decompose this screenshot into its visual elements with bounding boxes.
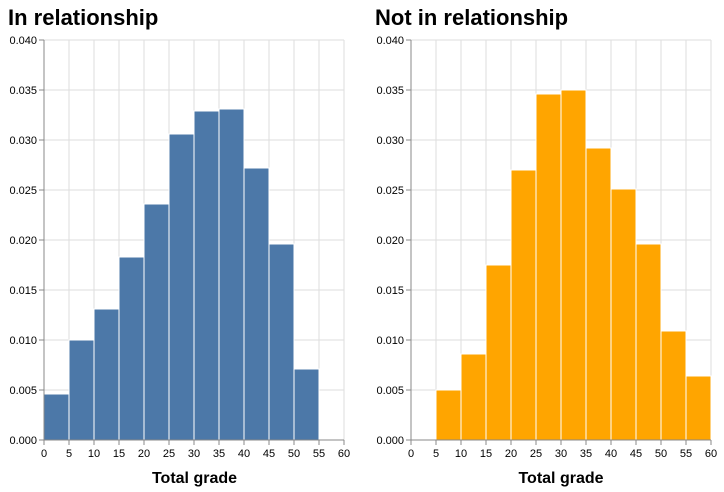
y-tick-label: 0.015	[9, 285, 37, 297]
x-tick-label: 45	[630, 448, 642, 460]
y-tick-label: 0.015	[376, 285, 404, 297]
histogram-bar	[660, 330, 687, 441]
histogram-bar	[435, 389, 462, 441]
y-tick-label: 0.035	[376, 85, 404, 97]
panel-title: In relationship	[8, 5, 158, 30]
x-tick-label: 25	[530, 448, 542, 460]
y-tick-label: 0.010	[376, 335, 404, 347]
histogram-bar	[68, 339, 95, 441]
histogram-bar	[510, 169, 537, 441]
x-tick-label: 0	[408, 448, 414, 460]
x-tick-label: 35	[580, 448, 592, 460]
x-tick-label: 40	[605, 448, 617, 460]
x-tick-label: 35	[213, 448, 225, 460]
histogram-bar	[218, 108, 245, 441]
x-tick-label: 15	[113, 448, 125, 460]
histogram-bar	[93, 308, 120, 441]
histogram-bar	[243, 167, 270, 441]
y-tick-label: 0.005	[376, 385, 404, 397]
x-tick-label: 10	[88, 448, 100, 460]
x-tick-label: 55	[680, 448, 692, 460]
histogram-bar	[685, 375, 712, 441]
bars	[43, 108, 320, 441]
histogram-bar	[585, 147, 612, 441]
bars	[435, 89, 712, 441]
x-tick-label: 50	[288, 448, 300, 460]
x-tick-label: 5	[66, 448, 72, 460]
y-tick-label: 0.035	[9, 85, 37, 97]
x-tick-label: 25	[163, 448, 175, 460]
histogram-bar	[268, 243, 295, 441]
y-tick-label: 0.040	[376, 35, 404, 47]
histogram-bar	[293, 368, 320, 441]
y-tick-label: 0.040	[9, 35, 37, 47]
histogram-bar	[193, 110, 220, 441]
y-tick-label: 0.020	[376, 235, 404, 247]
panel-in-relationship: In relationship Total grade 0.000 0.005 0.…	[8, 5, 350, 487]
x-tick-label: 20	[138, 448, 150, 460]
x-axis-label: Total grade	[152, 470, 237, 487]
x-tick-label: 30	[188, 448, 200, 460]
histogram-bar	[610, 188, 637, 441]
x-tick-label: 20	[505, 448, 517, 460]
y-tick-label: 0.020	[9, 235, 37, 247]
histogram-bar	[460, 353, 487, 441]
x-tick-label: 40	[238, 448, 250, 460]
x-tick-label: 15	[480, 448, 492, 460]
x-tick-label: 45	[263, 448, 275, 460]
x-tick-label: 60	[338, 448, 350, 460]
histogram-bar	[485, 264, 512, 441]
histogram-bar	[43, 393, 70, 441]
histogram-bar	[535, 93, 562, 441]
x-tick-label: 0	[41, 448, 47, 460]
histogram-bar	[118, 256, 145, 441]
histogram-bar	[143, 203, 170, 441]
y-tick-label: 0.025	[9, 185, 37, 197]
x-tick-label: 10	[455, 448, 467, 460]
y-tick-label: 0.030	[376, 135, 404, 147]
x-tick-label: 60	[705, 448, 717, 460]
histogram-bar	[168, 133, 195, 441]
panel-title: Not in relationship	[375, 5, 568, 30]
panel-not-in-relationship: Not in relationship Total grade 0.000 0.0…	[375, 5, 717, 487]
histogram-bar	[560, 89, 587, 441]
y-tick-label: 0.000	[376, 435, 404, 447]
histogram-bar	[635, 243, 662, 441]
x-tick-label: 55	[313, 448, 325, 460]
x-tick-label: 50	[655, 448, 667, 460]
x-axis-label: Total grade	[518, 470, 603, 487]
y-tick-label: 0.010	[9, 335, 37, 347]
x-tick-label: 5	[433, 448, 439, 460]
x-tick-label: 30	[555, 448, 567, 460]
y-tick-label: 0.025	[376, 185, 404, 197]
y-tick-label: 0.005	[9, 385, 37, 397]
y-tick-label: 0.030	[9, 135, 37, 147]
y-tick-label: 0.000	[9, 435, 37, 447]
